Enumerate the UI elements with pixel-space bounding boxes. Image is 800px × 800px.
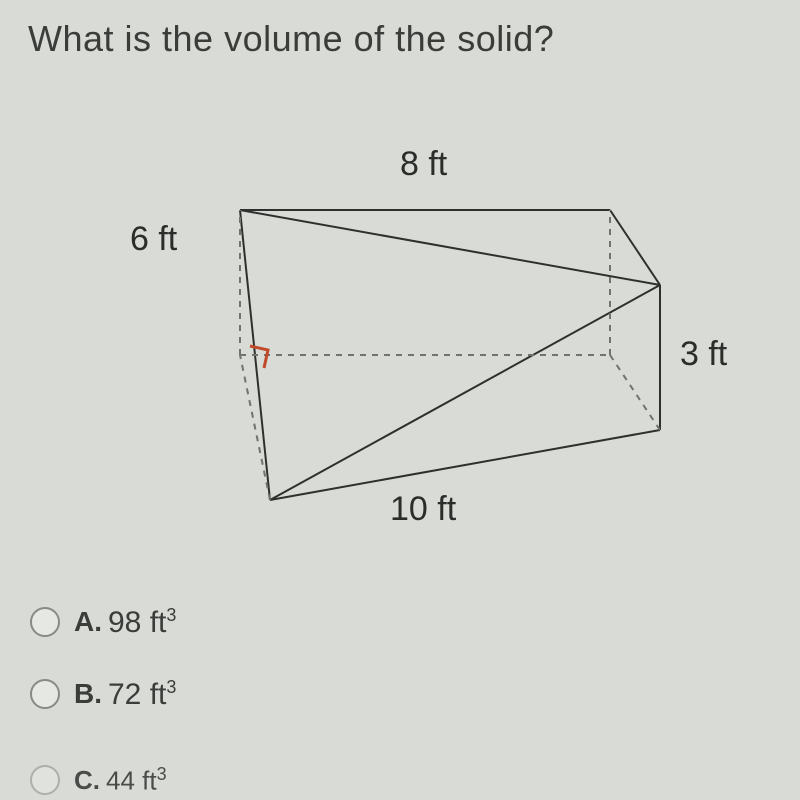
- answer-list: A. 98 ft3 B. 72 ft3: [30, 600, 176, 744]
- prism-figure: 8 ft 6 ft 3 ft 10 ft: [40, 90, 740, 530]
- answer-option-c-cutoff[interactable]: C. 44 ft3: [30, 760, 167, 800]
- answer-value: 44 ft3: [106, 764, 167, 797]
- answer-letter: B.: [74, 678, 102, 710]
- answer-option-a[interactable]: A. 98 ft3: [30, 600, 176, 644]
- label-bottom-10ft: 10 ft: [390, 490, 456, 529]
- radio-icon[interactable]: [30, 765, 60, 795]
- prism-svg: [40, 90, 740, 530]
- label-top-8ft: 8 ft: [400, 145, 447, 184]
- answer-option-b[interactable]: B. 72 ft3: [30, 672, 176, 716]
- answer-letter: A.: [74, 606, 102, 638]
- answer-letter: C.: [74, 765, 100, 796]
- radio-icon[interactable]: [30, 679, 60, 709]
- question-text: What is the volume of the solid?: [28, 18, 554, 60]
- label-left-6ft: 6 ft: [130, 220, 177, 259]
- answer-value: 98 ft3: [108, 605, 176, 640]
- radio-icon[interactable]: [30, 607, 60, 637]
- label-right-3ft: 3 ft: [680, 335, 727, 374]
- answer-value: 72 ft3: [108, 677, 176, 712]
